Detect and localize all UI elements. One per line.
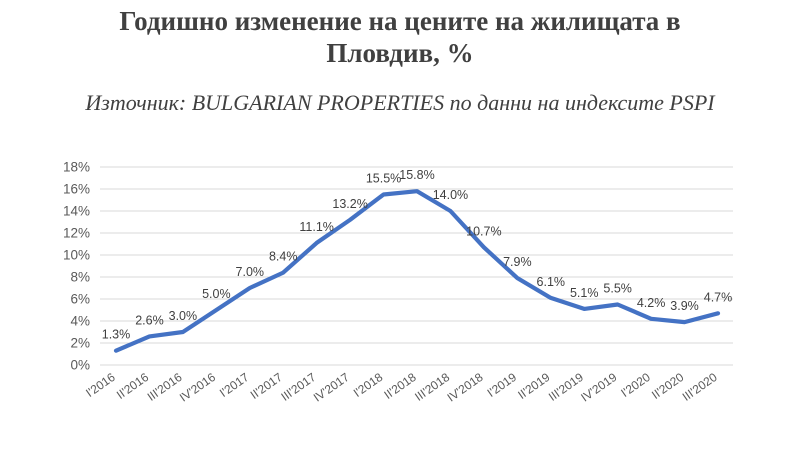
- svg-text:III'2018: III'2018: [412, 370, 452, 404]
- svg-text:IV'2018: IV'2018: [445, 370, 486, 405]
- svg-text:II'2018: II'2018: [381, 370, 419, 402]
- svg-text:II'2016: II'2016: [114, 370, 152, 402]
- svg-text:10.7%: 10.7%: [466, 224, 501, 238]
- svg-text:2.6%: 2.6%: [135, 313, 164, 327]
- svg-text:IV'2016: IV'2016: [177, 370, 218, 405]
- svg-text:18%: 18%: [63, 160, 90, 175]
- svg-text:3.0%: 3.0%: [169, 309, 198, 323]
- svg-text:3.9%: 3.9%: [670, 299, 699, 313]
- svg-text:I'2017: I'2017: [217, 370, 252, 400]
- svg-text:1.3%: 1.3%: [102, 328, 131, 342]
- svg-text:7.0%: 7.0%: [236, 265, 265, 279]
- svg-text:15.5%: 15.5%: [366, 172, 401, 186]
- svg-text:I'2018: I'2018: [351, 370, 386, 400]
- svg-text:III'2020: III'2020: [680, 370, 720, 404]
- svg-text:I'2016: I'2016: [83, 370, 118, 400]
- svg-text:4.2%: 4.2%: [637, 296, 666, 310]
- svg-text:10%: 10%: [63, 248, 90, 263]
- svg-text:14.0%: 14.0%: [433, 188, 468, 202]
- svg-text:6.1%: 6.1%: [537, 275, 566, 289]
- svg-text:0%: 0%: [70, 358, 90, 373]
- svg-text:4%: 4%: [70, 314, 90, 329]
- svg-text:15.8%: 15.8%: [399, 168, 434, 182]
- svg-text:III'2017: III'2017: [278, 370, 318, 404]
- svg-text:2%: 2%: [70, 336, 90, 351]
- svg-text:5.1%: 5.1%: [570, 286, 599, 300]
- svg-text:8%: 8%: [70, 270, 90, 285]
- svg-text:I'2019: I'2019: [485, 370, 520, 400]
- svg-text:4.7%: 4.7%: [704, 290, 733, 304]
- svg-text:5.5%: 5.5%: [603, 282, 632, 296]
- svg-text:7.9%: 7.9%: [503, 255, 532, 269]
- svg-text:III'2019: III'2019: [546, 370, 586, 404]
- svg-text:13.2%: 13.2%: [332, 197, 367, 211]
- svg-text:I'2020: I'2020: [618, 370, 653, 400]
- svg-text:16%: 16%: [63, 182, 90, 197]
- svg-text:IV'2017: IV'2017: [311, 370, 352, 405]
- svg-text:III'2016: III'2016: [145, 370, 185, 404]
- svg-text:14%: 14%: [63, 204, 90, 219]
- svg-text:5.0%: 5.0%: [202, 287, 231, 301]
- svg-text:8.4%: 8.4%: [269, 250, 298, 264]
- svg-text:II'2017: II'2017: [248, 370, 286, 402]
- svg-text:II'2019: II'2019: [515, 370, 553, 402]
- svg-text:6%: 6%: [70, 292, 90, 307]
- svg-text:II'2020: II'2020: [649, 370, 687, 402]
- svg-text:12%: 12%: [63, 226, 90, 241]
- svg-text:11.1%: 11.1%: [299, 220, 334, 234]
- svg-text:IV'2019: IV'2019: [578, 370, 619, 405]
